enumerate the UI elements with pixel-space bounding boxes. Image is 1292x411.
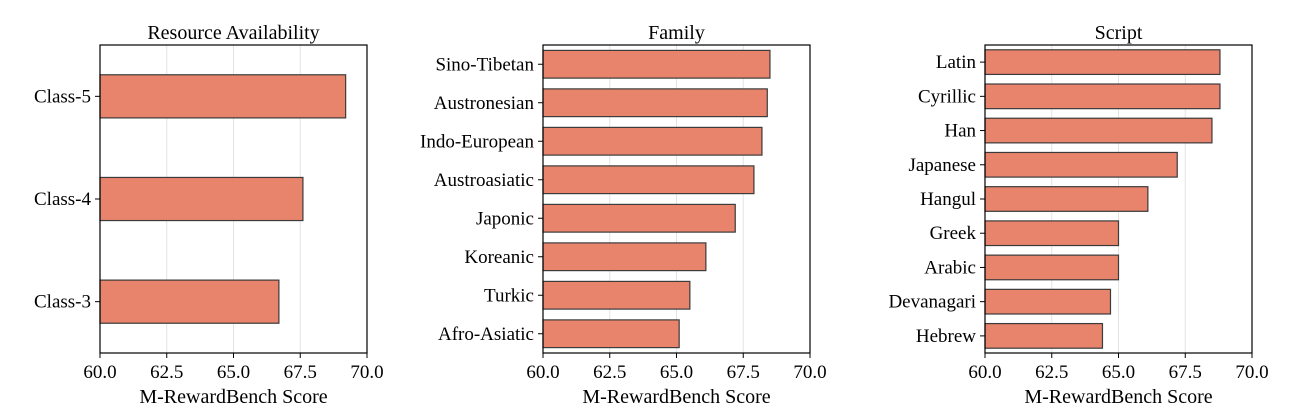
bar-greek <box>984 220 1120 247</box>
x-axis-label: M-RewardBench Score <box>1024 386 1212 408</box>
bar-devanagari <box>984 288 1112 315</box>
chart-title: Script <box>1095 22 1143 44</box>
category-label: Devanagari <box>888 292 976 313</box>
bar-class-3 <box>99 279 280 324</box>
x-tick-label: 60.0 <box>83 362 116 383</box>
bar-japanese <box>984 151 1178 178</box>
chart-panel-1: 60.0 62.5 65.0 67.5 70.0 Class-5 Class-4 Class-… <box>34 22 384 408</box>
plot-frame <box>984 44 1253 354</box>
bar-koreanic <box>542 242 707 272</box>
category-label: Class-3 <box>34 292 91 313</box>
category-label: Sino-Tibetan <box>435 54 534 75</box>
x-tick-label: 67.5 <box>727 362 760 383</box>
category-label: Cyrillic <box>918 86 976 107</box>
plot-frame <box>542 44 811 354</box>
chart-panel-2: 60.0 62.5 65.0 67.5 70.0 Sino-Tibetan Austrone… <box>420 22 827 408</box>
category-label: Hebrew <box>916 326 976 347</box>
x-tick-label: 70.0 <box>350 362 383 383</box>
plot-frame <box>99 44 368 354</box>
bar-arabic <box>984 254 1120 281</box>
x-tick-label: 67.5 <box>284 362 317 383</box>
category-label: Austroasiatic <box>434 170 534 191</box>
bar-class-4 <box>99 176 304 222</box>
category-label: Hangul <box>920 189 976 210</box>
x-tick-label: 70.0 <box>1235 362 1268 383</box>
x-axis-label: M-RewardBench Score <box>582 386 770 408</box>
x-tick-label: 62.5 <box>150 362 183 383</box>
x-tick-label: 65.0 <box>1102 362 1135 383</box>
bar-japonic <box>542 203 736 233</box>
category-label: Class-5 <box>34 86 91 107</box>
bar-cyrillic <box>984 83 1221 110</box>
category-label: Turkic <box>484 285 534 306</box>
bar-afro-asiatic <box>542 319 680 349</box>
category-label: Greek <box>930 223 977 244</box>
x-tick-label: 60.0 <box>968 362 1001 383</box>
category-label: Japanese <box>908 155 976 176</box>
category-label: Koreanic <box>464 247 534 268</box>
bar-austronesian <box>542 88 768 118</box>
x-tick-label: 62.5 <box>1035 362 1068 383</box>
bar-sino-tibetan <box>542 49 771 79</box>
category-label: Austronesian <box>434 93 535 114</box>
x-tick-label: 70.0 <box>793 362 826 383</box>
chart-title: Resource Availability <box>147 22 319 44</box>
x-tick-label: 62.5 <box>593 362 626 383</box>
x-tick-label: 67.5 <box>1169 362 1202 383</box>
bar-hangul <box>984 186 1149 212</box>
x-tick-label: 65.0 <box>660 362 693 383</box>
category-label: Japonic <box>476 208 534 229</box>
chart-panel-3: 60.0 62.5 65.0 67.5 70.0 Latin Cyrillic Han Japa… <box>888 22 1268 408</box>
bar-austroasiatic <box>542 165 755 195</box>
category-label: Afro-Asiatic <box>438 324 534 345</box>
category-label: Latin <box>936 52 977 73</box>
bar-indo-european <box>542 126 763 156</box>
category-label: Han <box>944 121 976 142</box>
chart-title: Family <box>648 22 705 44</box>
category-label: Arabic <box>924 257 976 278</box>
category-label: Indo-European <box>420 131 534 152</box>
bar-turkic <box>542 280 691 310</box>
bar-latin <box>984 49 1221 76</box>
bar-hebrew <box>984 322 1104 349</box>
x-tick-label: 60.0 <box>526 362 559 383</box>
x-axis-label: M-RewardBench Score <box>139 386 327 408</box>
bar-han <box>984 117 1213 144</box>
category-label: Class-4 <box>34 189 92 210</box>
x-tick-label: 65.0 <box>217 362 250 383</box>
bar-class-5 <box>99 74 347 119</box>
